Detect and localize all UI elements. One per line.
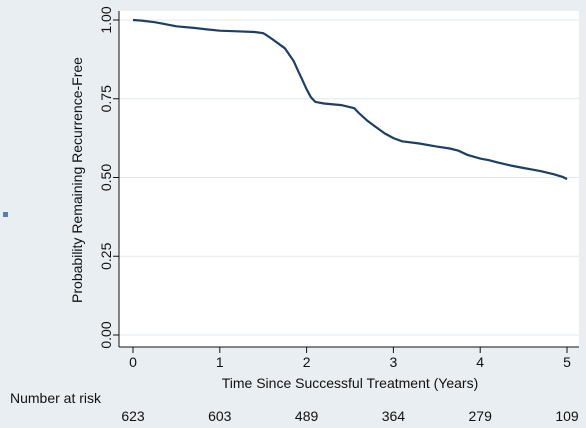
y-axis-label: Probability Remaining Recurrence-Free bbox=[69, 57, 85, 303]
side-marker bbox=[3, 212, 8, 217]
plot-area bbox=[119, 11, 579, 347]
risk-count: 279 bbox=[469, 408, 493, 424]
risk-count: 364 bbox=[382, 408, 406, 424]
risk-table-label: Number at risk bbox=[10, 390, 102, 406]
y-tick-label: 0.50 bbox=[98, 164, 114, 191]
risk-count: 489 bbox=[295, 408, 319, 424]
x-tick-label: 2 bbox=[303, 354, 311, 370]
risk-count: 109 bbox=[555, 408, 579, 424]
x-tick-label: 3 bbox=[390, 354, 398, 370]
risk-count: 603 bbox=[208, 408, 232, 424]
x-tick-label: 5 bbox=[563, 354, 571, 370]
x-tick-label: 4 bbox=[476, 354, 484, 370]
y-tick-label: 0.75 bbox=[98, 85, 114, 112]
risk-table: 623 603 489 364 279 109 bbox=[121, 408, 579, 424]
survival-curve-line bbox=[132, 18, 568, 181]
x-axis-label: Time Since Successful Treatment (Years) bbox=[222, 375, 479, 391]
grid bbox=[119, 19, 579, 336]
y-tick-label: 0.00 bbox=[98, 321, 114, 348]
y-tick-label: 0.25 bbox=[98, 242, 114, 269]
risk-count: 623 bbox=[121, 408, 145, 424]
y-tick-label: 1.00 bbox=[98, 6, 114, 33]
axis-ticks: 0.00 0.25 0.50 0.75 1.00 0 1 2 3 4 5 bbox=[98, 6, 571, 370]
x-tick-label: 0 bbox=[129, 354, 137, 370]
x-tick-label: 1 bbox=[216, 354, 224, 370]
